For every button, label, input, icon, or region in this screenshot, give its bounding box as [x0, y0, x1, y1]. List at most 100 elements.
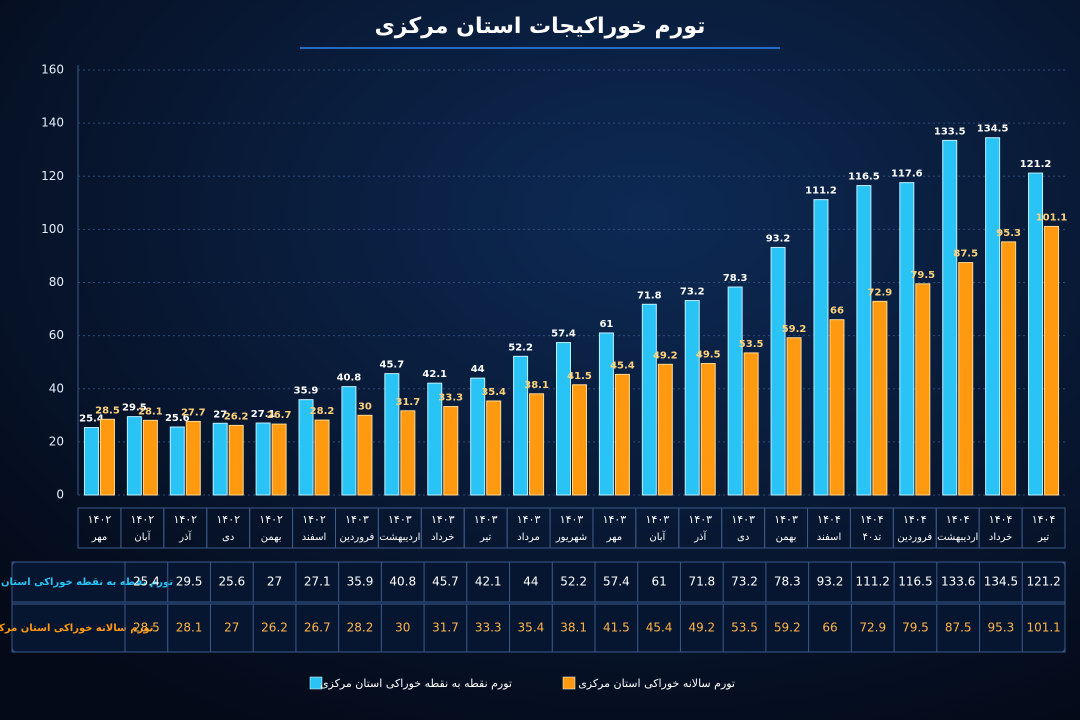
table-cell: 93.2	[817, 575, 844, 589]
x-tick-label: ۱۴۰۲	[216, 513, 240, 526]
value-label: 101.1	[1036, 212, 1068, 223]
x-tick-label: اردیبهشت	[937, 532, 978, 543]
table-cell: 44	[523, 575, 538, 589]
legend-label: تورم نقطه به نقطه خوراکی استان مرکزی	[320, 677, 512, 690]
bar	[572, 384, 587, 496]
value-label: 49.2	[653, 350, 678, 361]
x-tick-label: خرداد	[431, 532, 454, 543]
table-cell: 27	[267, 575, 282, 589]
chart-title: تورم خوراکیجات استان مرکزی	[375, 14, 706, 39]
value-label: 33.3	[438, 393, 463, 404]
x-tick-label: ۱۴۰۲	[131, 513, 155, 526]
bar	[556, 342, 571, 496]
x-tick-label: ۱۴۰۳	[774, 513, 798, 526]
bar	[529, 393, 545, 496]
value-label: 45.4	[610, 360, 635, 371]
value-label: 52.2	[508, 342, 533, 353]
bar	[228, 424, 244, 496]
value-label: 29.5	[122, 403, 147, 414]
bar	[942, 139, 958, 496]
legend-label: تورم سالانه خوراکی استان مرکزی	[578, 677, 735, 690]
x-tick-label: تیر	[479, 532, 492, 543]
x-tick-label: ۱۴۰۴	[946, 513, 970, 526]
bar	[400, 410, 416, 496]
x-tick-label: ۱۴۰۴	[989, 513, 1013, 526]
legend-swatch	[562, 676, 576, 690]
table-cell: 116.5	[898, 575, 932, 589]
table-cell: 40.8	[389, 575, 416, 589]
value-label: 116.5	[848, 172, 880, 183]
table-cell: 57.4	[603, 575, 630, 589]
bar	[813, 199, 829, 496]
table-cell: 35.4	[518, 621, 545, 635]
table-cell: 78.3	[774, 575, 801, 589]
x-tick-label: ۱۴۰۴	[1032, 513, 1056, 526]
bar	[743, 352, 759, 496]
table-cell: 59.2	[774, 621, 801, 635]
value-label: 35.9	[294, 386, 319, 397]
table-cell: 52.2	[560, 575, 587, 589]
x-tick-label: ۱۴۰۲	[259, 513, 283, 526]
value-label: 59.2	[782, 324, 807, 335]
value-label: 61	[599, 319, 613, 330]
bar	[470, 377, 486, 496]
bar	[614, 373, 630, 496]
y-tick-label: 140	[41, 116, 64, 130]
bar	[727, 286, 743, 496]
value-label: 49.5	[696, 350, 721, 361]
table-cell: 134.5	[984, 575, 1018, 589]
value-label: 73.2	[680, 287, 705, 298]
value-label: 27.1	[251, 409, 276, 420]
x-tick-label: ۱۴۰۲	[173, 513, 197, 526]
x-tick-label: ۱۴۰۴	[860, 513, 884, 526]
bar	[985, 137, 1001, 496]
x-tick-label: دی	[737, 532, 749, 543]
bar	[314, 419, 330, 496]
value-label: 72.9	[868, 287, 893, 298]
table-cell: 25.6	[218, 575, 245, 589]
y-tick-label: 80	[49, 275, 64, 289]
table-cell: 35.9	[347, 575, 374, 589]
x-tick-label: خرداد	[989, 532, 1012, 543]
table-cell: 29.5	[176, 575, 203, 589]
bar	[486, 400, 502, 496]
value-label: 25.4	[79, 414, 104, 425]
category-cell	[1021, 507, 1066, 549]
bar	[958, 262, 974, 496]
bar	[1001, 241, 1017, 496]
table-cell: 28.2	[347, 621, 374, 635]
table-cell: 49.2	[688, 621, 715, 635]
bar	[298, 399, 314, 496]
value-label: 57.4	[551, 329, 576, 340]
table-row-label: تورم نقطه به نقطه خوراکی استان مرکزی	[0, 577, 173, 588]
y-tick-label: 160	[41, 63, 64, 77]
table-cell: 38.1	[560, 621, 587, 635]
bar	[1044, 225, 1060, 496]
bar	[99, 418, 115, 496]
y-tick-label: 60	[49, 328, 64, 342]
bar	[770, 246, 786, 496]
y-tick-label: 120	[41, 169, 64, 183]
bar	[83, 427, 99, 496]
value-label: 26.7	[267, 410, 292, 421]
x-tick-label: ۴۰تد	[862, 532, 881, 543]
x-tick-label: مرداد	[517, 532, 540, 543]
x-tick-label: ۱۴۰۲	[302, 513, 326, 526]
table-cell: 79.5	[902, 621, 929, 635]
table-cell: 71.8	[688, 575, 715, 589]
bar	[872, 300, 888, 496]
y-tick-label: 0	[56, 488, 64, 502]
value-label: 117.6	[891, 169, 923, 180]
bar	[255, 422, 271, 496]
value-label: 53.5	[739, 339, 764, 350]
table-row	[11, 603, 1066, 653]
x-tick-label: ۱۴۰۳	[345, 513, 369, 526]
x-tick-label: ۱۴۰۳	[731, 513, 755, 526]
y-tick-label: 40	[49, 381, 64, 395]
x-tick-label: ۱۴۰۳	[474, 513, 498, 526]
x-tick-label: اسفند	[817, 532, 841, 543]
value-label: 79.5	[910, 270, 935, 281]
bar	[641, 303, 657, 496]
x-tick-label: دی	[222, 532, 234, 543]
